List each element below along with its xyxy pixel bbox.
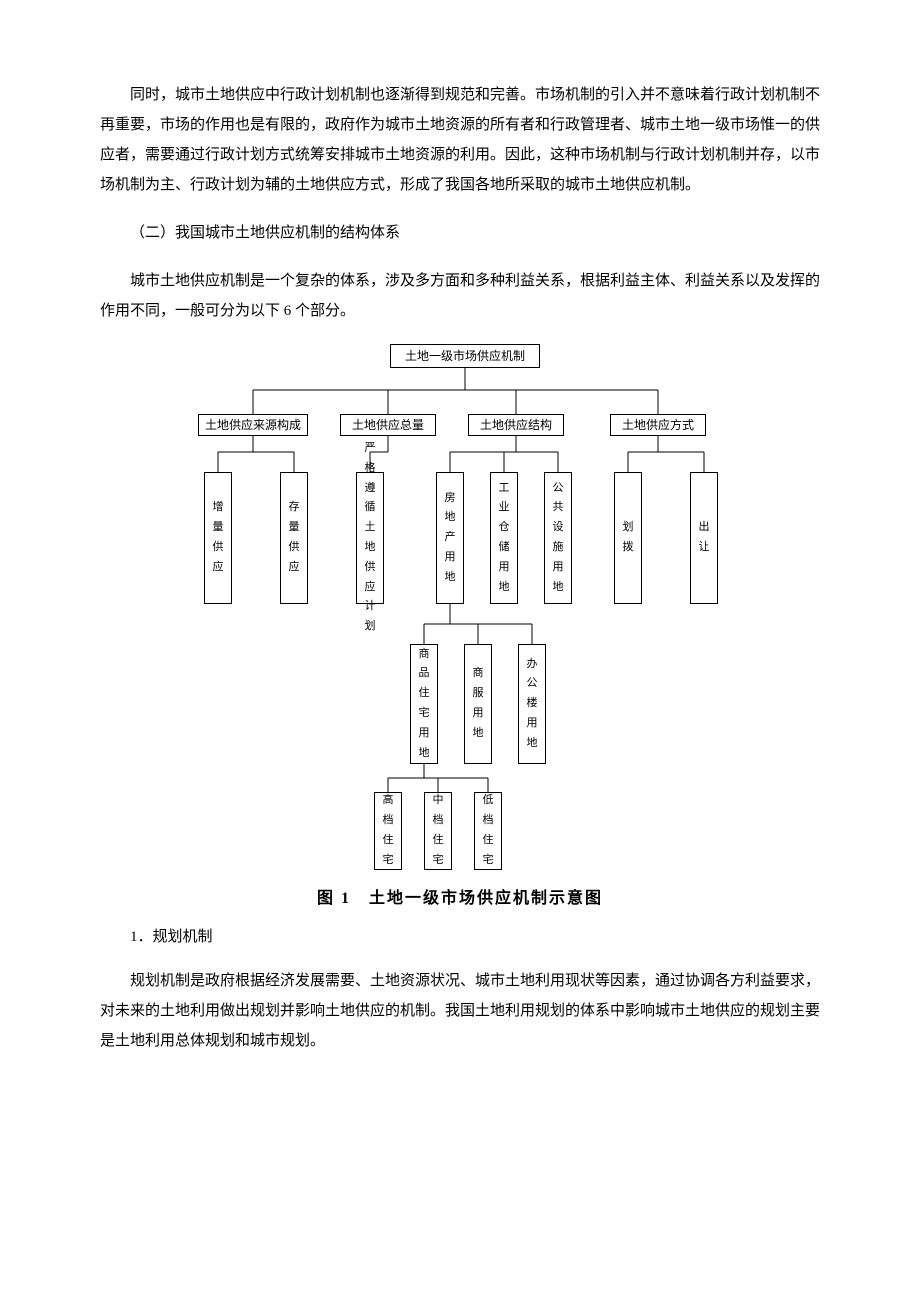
node-mid-housing: 中档住宅	[424, 792, 452, 870]
node-follow-plan: 严格遵循土地供应计划	[356, 472, 384, 604]
node-transfer: 出让	[690, 472, 718, 604]
node-source: 土地供应来源构成	[198, 414, 308, 436]
node-total: 土地供应总量	[340, 414, 436, 436]
node-low-end-housing: 低档住宅	[474, 792, 502, 870]
document-page: 同时，城市土地供应中行政计划机制也逐渐得到规范和完善。市场机制的引入并不意味着行…	[0, 0, 920, 1134]
node-allocation: 划拨	[614, 472, 642, 604]
node-real-estate-land: 房地产用地	[436, 472, 464, 604]
diagram-figure: 土地一级市场供应机制 土地供应来源构成 土地供应总量 土地供应结构 土地供应方式…	[100, 344, 820, 908]
node-stock-supply: 存量供应	[280, 472, 308, 604]
section-heading: （二）我国城市土地供应机制的结构体系	[100, 218, 820, 248]
list-heading-planning: 1．规划机制	[100, 922, 820, 952]
node-structure: 土地供应结构	[468, 414, 564, 436]
node-high-end-housing: 高档住宅	[374, 792, 402, 870]
node-industry-land: 工业仓储用地	[490, 472, 518, 604]
node-office-land: 办公楼用地	[518, 644, 546, 764]
figure-caption: 图 1 土地一级市场供应机制示意图	[100, 884, 820, 908]
diagram-canvas: 土地一级市场供应机制 土地供应来源构成 土地供应总量 土地供应结构 土地供应方式…	[180, 344, 740, 874]
node-public-land: 公共设施用地	[544, 472, 572, 604]
paragraph-body: 城市土地供应机制是一个复杂的体系，涉及多方面和多种利益关系，根据利益主体、利益关…	[100, 266, 820, 326]
paragraph-intro: 同时，城市土地供应中行政计划机制也逐渐得到规范和完善。市场机制的引入并不意味着行…	[100, 80, 820, 200]
node-commodity-housing-land: 商品住宅用地	[410, 644, 438, 764]
node-method: 土地供应方式	[610, 414, 706, 436]
paragraph-planning: 规划机制是政府根据经济发展需要、土地资源状况、城市土地利用现状等因素，通过协调各…	[100, 966, 820, 1056]
node-root: 土地一级市场供应机制	[390, 344, 540, 368]
node-commercial-land: 商服用地	[464, 644, 492, 764]
node-increment-supply: 增量供应	[204, 472, 232, 604]
